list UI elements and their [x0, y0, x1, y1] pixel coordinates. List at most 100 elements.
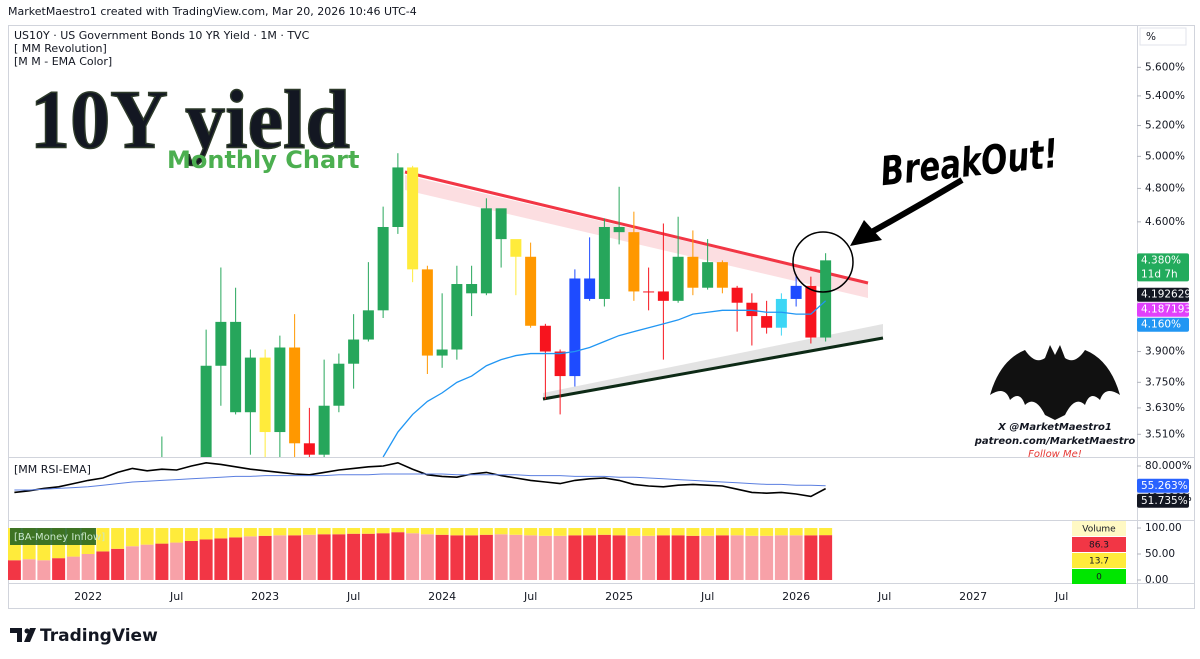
volume-bar	[686, 535, 700, 580]
volume-bar	[243, 536, 257, 580]
legend-swatch	[1072, 553, 1126, 568]
legend-header	[1072, 521, 1126, 536]
volume-bar	[243, 528, 257, 537]
credit: patreon.com/MarketMaestro	[974, 436, 1136, 447]
volume-bar	[273, 528, 287, 536]
x-tick-label: Jul	[700, 590, 714, 603]
volume-bar	[214, 528, 228, 539]
volume-bar	[317, 534, 331, 580]
candle-body	[731, 287, 743, 303]
subtitle: Monthly Chart	[167, 146, 359, 174]
support-band	[543, 324, 883, 398]
candle-body	[702, 262, 714, 288]
credit: X @MarketMaestro1	[997, 422, 1112, 433]
candle-body	[672, 256, 684, 301]
price-tag	[1137, 493, 1189, 508]
volume-bar	[406, 528, 420, 534]
volume-bar	[332, 528, 346, 535]
volume-bar	[597, 534, 611, 580]
volume-bar	[125, 528, 139, 547]
y-tick-label: 3.630%	[1145, 402, 1185, 414]
volume-bar	[465, 528, 479, 536]
frame	[8, 25, 1195, 609]
legend-swatch	[1072, 569, 1126, 584]
candle-body	[495, 208, 507, 240]
volume-bar	[170, 542, 184, 580]
price-tag-label: 4.160%	[1141, 319, 1181, 331]
volume-bar	[774, 535, 788, 580]
volume-bar	[450, 528, 464, 536]
arrow-head	[850, 220, 882, 246]
attribution: MarketMaestro1 created with TradingView.…	[8, 5, 417, 18]
volume-bar	[347, 533, 361, 580]
y-tick-label: 4.600%	[1145, 216, 1185, 228]
x-tick-label: 2024	[428, 590, 456, 603]
volume-bar	[627, 528, 641, 536]
volume-bar	[96, 528, 110, 552]
volume-bar	[524, 535, 538, 580]
price-tag-label: 4.380%	[1141, 254, 1181, 266]
volume-bar	[332, 534, 346, 580]
x-tick-label: 2025	[605, 590, 633, 603]
volume-bar	[435, 528, 449, 535]
volume-bar	[258, 535, 272, 580]
rsi-title: [MM RSI-EMA]	[14, 463, 91, 476]
brand-logo	[10, 628, 36, 642]
volume-bar	[199, 539, 213, 580]
candle-body	[451, 284, 463, 350]
x-tick-label: Jul	[169, 590, 183, 603]
volume-bar	[686, 528, 700, 536]
candle-body	[230, 321, 242, 413]
volume-bar	[229, 537, 243, 580]
unit-box	[1139, 27, 1187, 46]
x-tick-label: Jul	[346, 590, 360, 603]
volume-bar	[155, 543, 169, 580]
price-tag	[1137, 478, 1189, 493]
volume-bar	[347, 528, 361, 534]
volume-bar	[819, 535, 833, 580]
candle-body	[377, 226, 389, 311]
price-tag	[1137, 302, 1189, 317]
volume-bar	[612, 528, 626, 536]
volume-bar	[671, 528, 685, 536]
volume-bar	[789, 528, 803, 536]
volume-bar	[745, 535, 759, 580]
candle-body	[539, 325, 551, 352]
candle-body	[303, 443, 315, 455]
volume-bar	[81, 554, 95, 580]
volume-bar	[804, 535, 818, 580]
bat-logo	[990, 345, 1120, 420]
candle-body	[687, 256, 699, 288]
volume-bar	[642, 528, 656, 536]
candle-body	[274, 347, 286, 433]
volume-bar	[376, 533, 390, 580]
candle-body	[480, 208, 492, 294]
candle-body	[820, 260, 832, 338]
volume-bar	[715, 528, 729, 536]
candle-body	[318, 405, 330, 455]
volume-bar	[553, 528, 567, 536]
volume-bar	[597, 528, 611, 535]
volume-bar	[760, 535, 774, 580]
candle-body	[790, 285, 802, 299]
volume-bar	[435, 534, 449, 580]
volume-bar	[8, 560, 21, 580]
volume-bar	[745, 528, 759, 536]
volume-bar	[96, 551, 110, 580]
brand: TradingView	[40, 626, 158, 646]
volume-bar	[361, 533, 375, 580]
candle-body	[761, 316, 773, 328]
y-tick-label: 5.400%	[1145, 90, 1185, 102]
candle-body	[362, 310, 374, 340]
x-tick-label: 2027	[959, 590, 987, 603]
volume-bar	[420, 534, 434, 580]
indicator-label: [M M - EMA Color]	[14, 55, 112, 68]
rsi-line	[14, 473, 826, 491]
volume-bar	[583, 528, 597, 536]
volume-bar	[199, 528, 213, 540]
volume-bar	[111, 548, 125, 580]
volume-bar	[125, 546, 139, 580]
unit-label: %	[1146, 31, 1156, 43]
price-tag	[1137, 253, 1189, 282]
